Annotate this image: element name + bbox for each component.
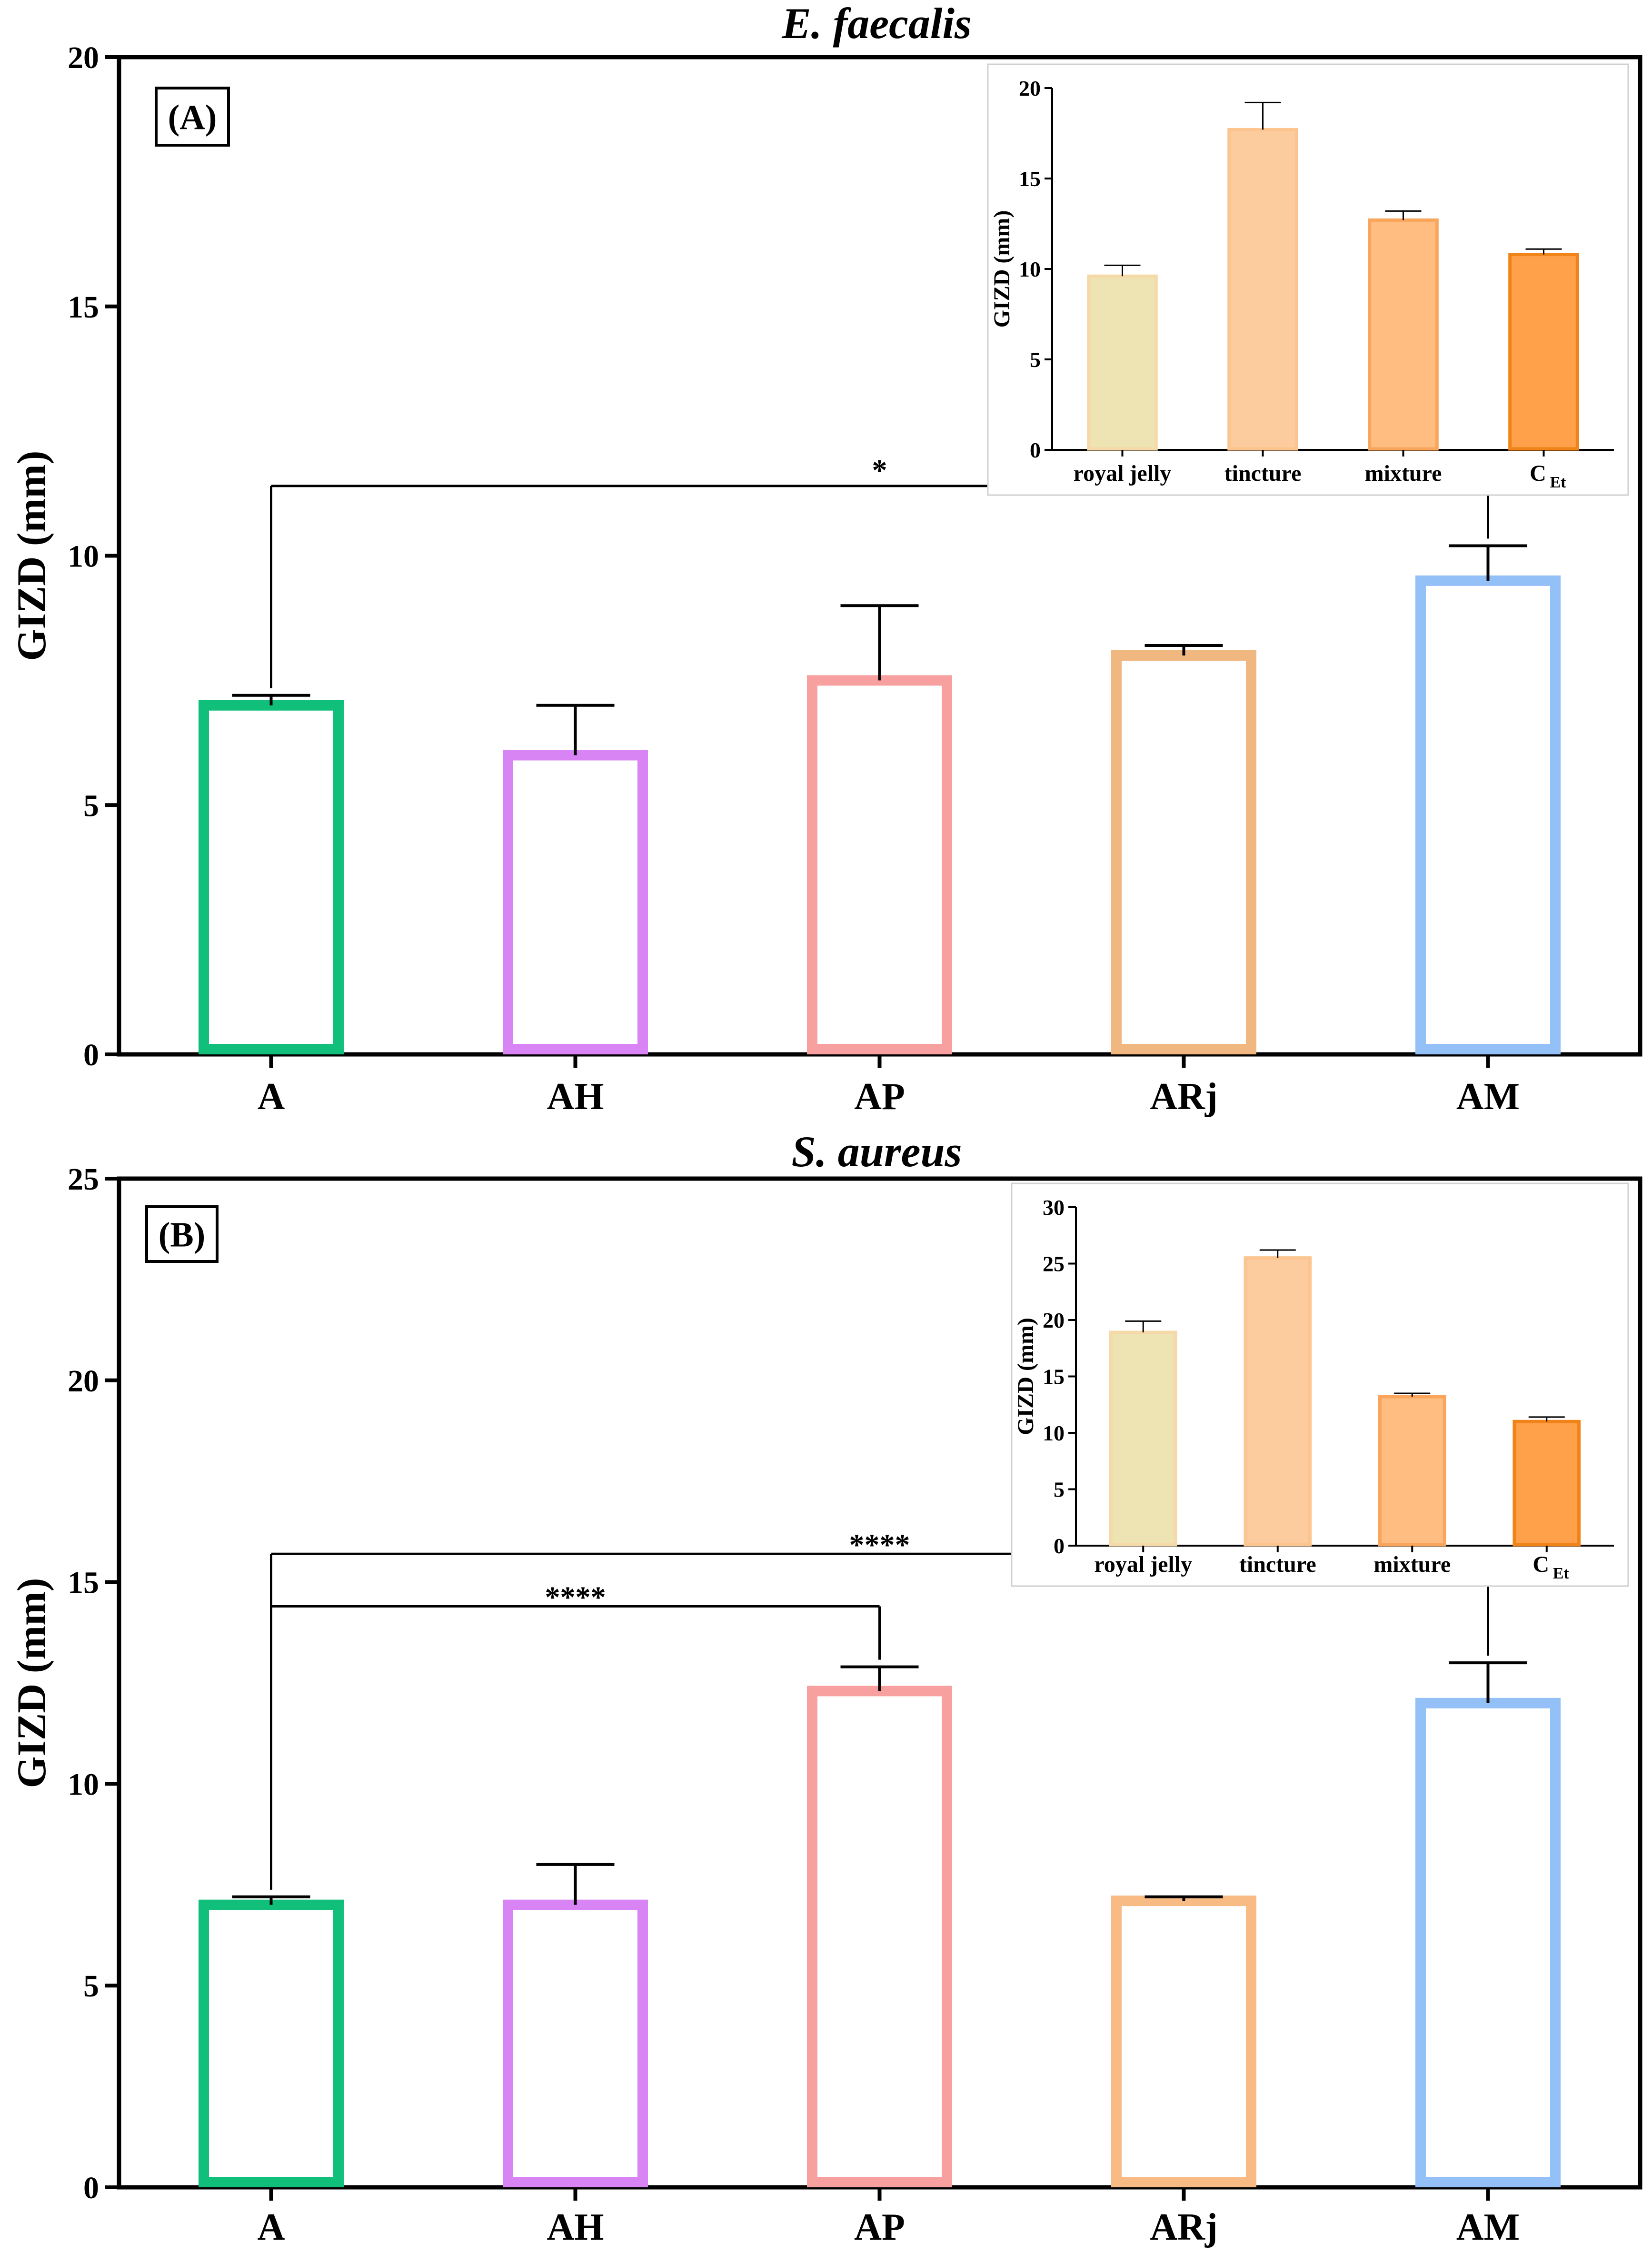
bar — [1111, 650, 1256, 1054]
inset-x-tick-label: tincture — [1239, 1552, 1316, 1577]
panel-label-box — [145, 1205, 219, 1263]
y-tick-label: 25 — [68, 1162, 99, 1197]
inset-bar — [1227, 128, 1298, 451]
inset-y-tick-label: 0 — [1054, 1534, 1065, 1558]
inset-x-tick-subscript: Et — [1553, 1565, 1570, 1582]
inset-y-tick-label: 20 — [1043, 1308, 1065, 1332]
inset-bar — [1513, 1419, 1581, 1547]
inset-bar — [1087, 274, 1158, 451]
inset-x-tick-label: mixture — [1365, 461, 1442, 486]
inset-x-tick-label: tincture — [1224, 461, 1302, 486]
bar — [503, 750, 648, 1054]
inset-y-tick-label: 20 — [1019, 76, 1041, 100]
chart-panel-b: S. aureus (B) GIZD (mm) 0 5 10 15 20 25 A AH AP ARj A… — [9, 1127, 1642, 2248]
x-tick-label: A — [258, 1076, 285, 1118]
significance-label: * — [872, 453, 887, 487]
inset-y-tick-label: 15 — [1019, 167, 1041, 191]
inset-bar — [1378, 1395, 1446, 1547]
x-tick-label: ARj — [1150, 2206, 1217, 2248]
chart-title: S. aureus — [792, 1127, 962, 1176]
x-tick-label: AP — [854, 2206, 905, 2248]
bar — [1111, 1896, 1256, 2188]
y-tick-label: 20 — [68, 40, 99, 75]
panel-label-box — [155, 87, 230, 147]
bar — [807, 675, 952, 1054]
inset-bar — [1368, 218, 1439, 451]
y-tick-label: 0 — [83, 1038, 99, 1072]
bar — [1415, 575, 1561, 1054]
inset-x-tick-label: mixture — [1373, 1552, 1451, 1577]
bar — [807, 1686, 952, 2187]
chart-title: E. faecalis — [781, 0, 972, 48]
x-tick-label: AP — [854, 1076, 905, 1118]
inset-chart: 0 5 10 15 20 25 30 GIZD (mm) royal jelly tincture… — [1011, 1182, 1629, 1587]
x-tick-label: AM — [1456, 1076, 1520, 1118]
inset-x-tick-subscript: Et — [1550, 474, 1567, 491]
y-tick-label: 0 — [83, 2171, 99, 2205]
inset-y-tick-label: 25 — [1043, 1252, 1065, 1276]
inset-y-axis-label: GIZD (mm) — [1013, 1318, 1038, 1435]
x-tick-label: AM — [1456, 2206, 1520, 2248]
inset-chart: 0 5 10 15 20 GIZD (mm) royal jelly tincture mixt… — [987, 63, 1629, 496]
inset-y-axis-label: GIZD (mm) — [989, 210, 1015, 328]
y-tick-label: 20 — [68, 1364, 99, 1399]
x-tick-label: A — [258, 2206, 285, 2248]
y-axis-label: GIZD (mm) — [9, 451, 54, 661]
inset-bar — [1244, 1256, 1312, 1547]
y-axis-label: GIZD (mm) — [9, 1578, 54, 1788]
inset-x-tick-label: royal jelly — [1074, 461, 1172, 486]
bar — [199, 700, 344, 1054]
y-tick-label: 10 — [68, 1767, 99, 1802]
inset-y-tick-label: 15 — [1043, 1365, 1065, 1389]
inset-y-tick-label: 10 — [1019, 257, 1041, 281]
inset-bar — [1508, 253, 1579, 451]
panel-label: (A) — [168, 98, 217, 137]
inset-y-tick-label: 30 — [1043, 1195, 1065, 1220]
panel-label: (B) — [159, 1216, 206, 1255]
y-tick-label: 15 — [68, 1566, 99, 1600]
y-tick-label: 5 — [83, 788, 99, 823]
inset-x-tick-label: royal jelly — [1094, 1552, 1192, 1577]
bar — [1415, 1697, 1561, 2187]
y-tick-label: 10 — [68, 539, 99, 574]
x-tick-label: ARj — [1150, 1076, 1217, 1118]
inset-x-tick-label: C — [1533, 1552, 1549, 1577]
inset-y-tick-label: 5 — [1030, 347, 1041, 372]
significance-label: **** — [545, 1580, 606, 1614]
bar — [199, 1899, 344, 2187]
inset-y-tick-label: 10 — [1043, 1421, 1065, 1445]
x-tick-label: AH — [547, 2206, 604, 2248]
inset-y-tick-label: 0 — [1030, 438, 1041, 462]
inset-x-tick-label: C — [1530, 461, 1546, 486]
bar — [503, 1899, 648, 2187]
chart-panel-a: E. faecalis (A) GIZD (mm) 0 5 10 15 20 A AH AP ARj A… — [9, 0, 1642, 1118]
significance-label: **** — [849, 1528, 910, 1561]
x-tick-label: AH — [547, 1076, 604, 1118]
y-tick-label: 5 — [83, 1969, 99, 2004]
y-tick-label: 15 — [68, 290, 99, 325]
inset-y-tick-label: 5 — [1054, 1478, 1065, 1502]
inset-bar — [1109, 1330, 1177, 1547]
